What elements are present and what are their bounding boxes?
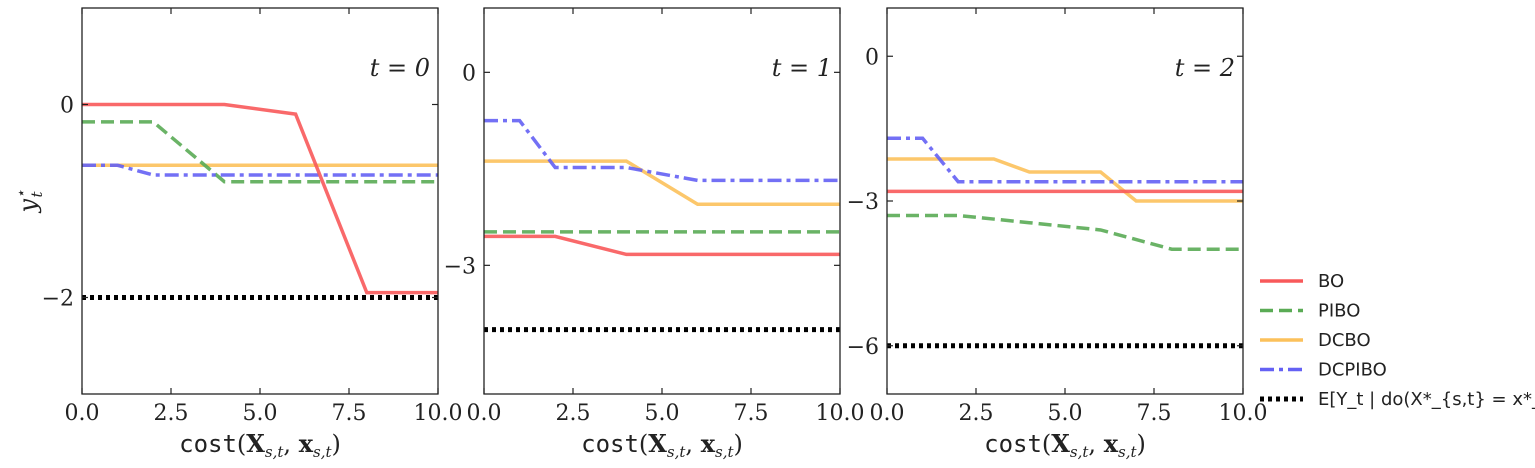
x-axis-label-X: X bbox=[246, 429, 265, 458]
y-tick-label: −3 bbox=[444, 254, 476, 279]
x-axis-label-sub1: s,t bbox=[667, 443, 686, 461]
x-tick-label: 5.0 bbox=[243, 401, 278, 426]
x-axis-label-X: X bbox=[648, 429, 667, 458]
x-axis-label-x: x bbox=[1104, 429, 1119, 458]
series-line-dcbo bbox=[484, 159, 840, 206]
x-tick-label: 2.5 bbox=[556, 401, 591, 426]
legend-label-3: DCPIBO bbox=[1318, 360, 1387, 381]
panel-label: t = 2 bbox=[1175, 54, 1235, 82]
x-axis-label-func: cost bbox=[179, 430, 237, 458]
x-tick-label: 7.5 bbox=[734, 401, 769, 426]
x-axis-label-close: ) bbox=[1137, 430, 1146, 458]
x-tick-label: 5.0 bbox=[645, 401, 680, 426]
y-axis-label-star: ⋆ bbox=[12, 190, 30, 199]
y-tick-label: 0 bbox=[865, 45, 879, 70]
x-tick-label: 10.0 bbox=[414, 401, 463, 426]
y-tick-label: 0 bbox=[60, 94, 74, 119]
x-tick-label: 10.0 bbox=[1219, 401, 1268, 426]
series-line-bo bbox=[82, 102, 438, 295]
legend-label-2: DCBO bbox=[1318, 330, 1371, 351]
x-axis-label-open: ( bbox=[237, 430, 246, 458]
x-axis-label-x: x bbox=[701, 429, 716, 458]
x-axis-label-sub1: s,t bbox=[1070, 443, 1089, 461]
y-tick-label: −2 bbox=[42, 287, 74, 312]
panel-label: t = 0 bbox=[370, 54, 430, 82]
x-axis-label-open: ( bbox=[1042, 430, 1051, 458]
series-line-dcpibo bbox=[484, 118, 840, 183]
y-tick-label: −6 bbox=[847, 335, 879, 360]
series-line-bo bbox=[484, 234, 840, 257]
x-tick-label: 5.0 bbox=[1048, 401, 1083, 426]
x-tick-label: 0.0 bbox=[870, 401, 905, 426]
legend: BO PIBO DCBO DCPIBO E[Y_t | do(X*_{s,t} = x*… bbox=[1260, 271, 1535, 410]
x-axis-label-comma: , bbox=[1088, 430, 1103, 458]
series-line-pibo bbox=[82, 120, 438, 184]
x-axis-label-func: cost bbox=[581, 430, 639, 458]
x-axis-label-open: ( bbox=[639, 430, 648, 458]
y-tick-label: 0 bbox=[462, 61, 476, 86]
x-axis-label-sub2: s,t bbox=[313, 443, 332, 461]
y-tick-label: −3 bbox=[847, 190, 879, 215]
series-line-pibo bbox=[887, 213, 1243, 251]
x-axis-label-X: X bbox=[1051, 429, 1070, 458]
legend-label-0: BO bbox=[1318, 271, 1344, 292]
x-axis-label-sub2: s,t bbox=[715, 443, 734, 461]
panel-label: t = 1 bbox=[772, 54, 832, 82]
x-tick-label: 0.0 bbox=[467, 401, 502, 426]
x-axis-label-comma: , bbox=[685, 430, 700, 458]
x-tick-label: 2.5 bbox=[154, 401, 189, 426]
x-tick-label: 10.0 bbox=[816, 401, 865, 426]
legend-label-1: PIBO bbox=[1318, 301, 1360, 322]
series-line-dcpibo bbox=[887, 136, 1243, 184]
y-axis-label: y⋆t bbox=[12, 190, 46, 214]
x-axis-label-func: cost bbox=[984, 430, 1042, 458]
x-axis-label-sub2: s,t bbox=[1118, 443, 1137, 461]
x-axis-label: cost(Xs,t, xs,t) bbox=[984, 429, 1146, 461]
x-tick-label: 2.5 bbox=[959, 401, 994, 426]
legend-label-4: E[Y_t | do(X*_{s,t} = x*_{s,t})] bbox=[1318, 389, 1535, 410]
x-axis-label-sub1: s,t bbox=[265, 443, 284, 461]
y-axis-label-y: y bbox=[14, 198, 42, 213]
x-axis-label: cost(Xs,t, xs,t) bbox=[179, 429, 341, 461]
series-line-dcbo bbox=[887, 157, 1243, 203]
y-axis-label-sub: t bbox=[28, 191, 46, 198]
x-axis-label: cost(Xs,t, xs,t) bbox=[581, 429, 743, 461]
x-tick-label: 0.0 bbox=[65, 401, 100, 426]
x-tick-label: 7.5 bbox=[332, 401, 367, 426]
x-axis-label-close: ) bbox=[734, 430, 743, 458]
x-axis-label-close: ) bbox=[332, 430, 341, 458]
x-tick-label: 7.5 bbox=[1137, 401, 1172, 426]
x-axis-label-comma: , bbox=[283, 430, 298, 458]
x-axis-label-x: x bbox=[299, 429, 314, 458]
y-axis-label-group: y⋆t bbox=[12, 190, 46, 214]
